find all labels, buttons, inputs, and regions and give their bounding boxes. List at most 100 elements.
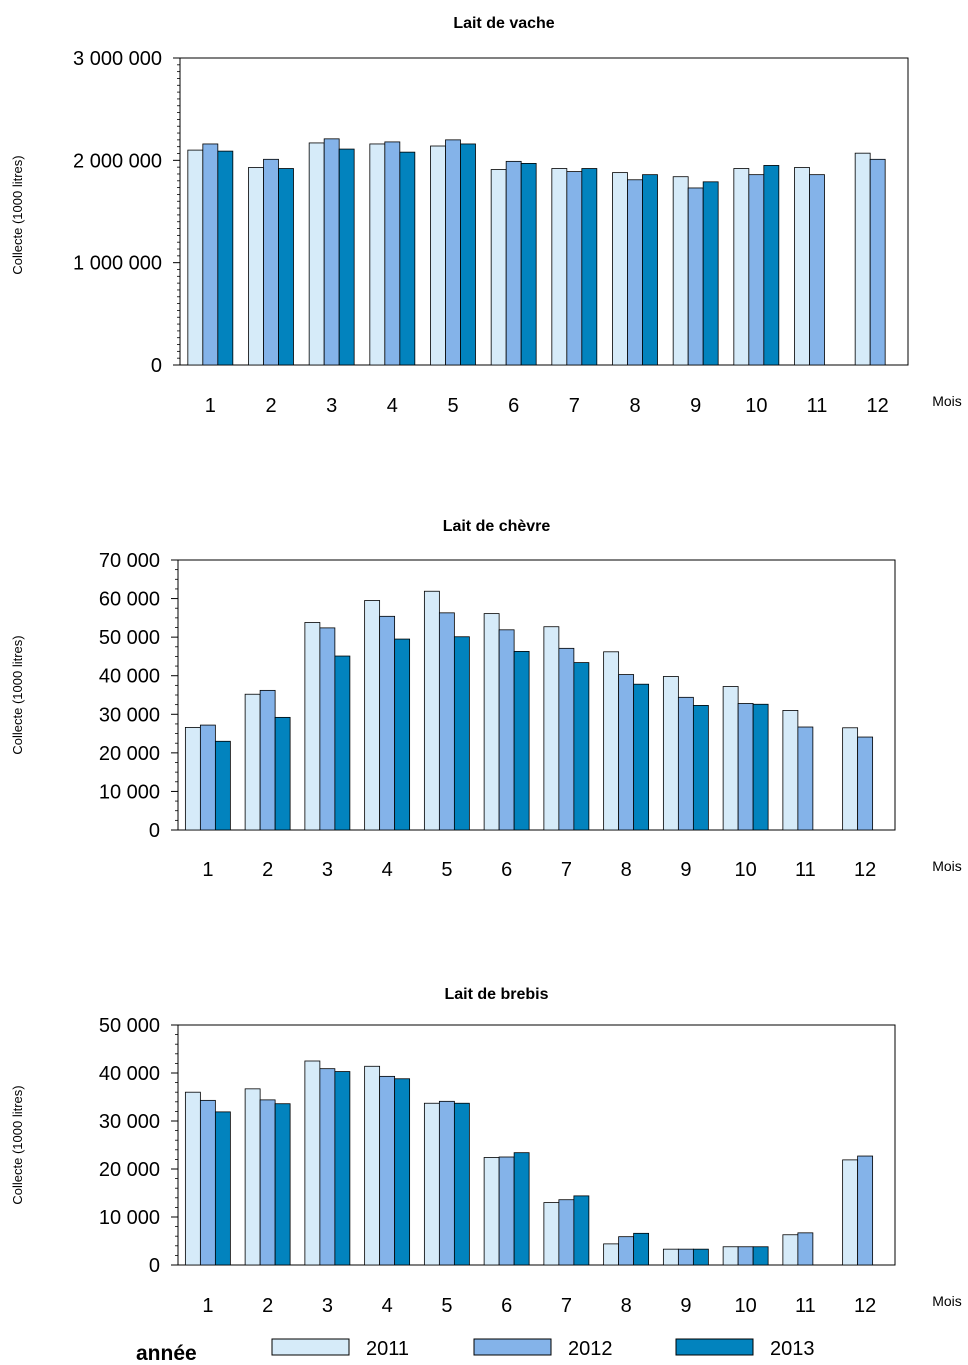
- x-tick-label: 5: [441, 1295, 452, 1317]
- bar-2013-m3: [338, 148, 355, 366]
- y-tick-label: 20 000: [99, 1159, 160, 1181]
- y-tick-label: 10 000: [99, 1207, 160, 1229]
- chart-vache: Lait de vache Collecte (1000 litres) 0 1 00…: [10, 15, 962, 417]
- plot-frame: [177, 1024, 896, 1266]
- bar-2012-m2: [259, 1099, 276, 1266]
- x-tick-label: 11: [795, 859, 816, 881]
- bar-2011-m7: [543, 626, 560, 831]
- x-tick-label: 2: [262, 859, 273, 881]
- x-tick-label: 1: [202, 1295, 213, 1317]
- y-tick-label: 70 000: [99, 550, 160, 572]
- x-tick-label: 6: [501, 1295, 512, 1317]
- y-tick-label: 40 000: [99, 666, 160, 688]
- x-tick-label: 5: [447, 395, 458, 417]
- legend-swatch-2011: [271, 1338, 350, 1356]
- bar-2013-m1: [214, 740, 231, 831]
- chart-title: Lait de chèvre: [443, 518, 551, 535]
- legend-label-2013: 2013: [770, 1338, 815, 1360]
- bar-2012-m2: [259, 689, 276, 831]
- x-tick-label: 11: [807, 395, 828, 417]
- bar-2011-m10: [733, 168, 750, 366]
- bar-2011-m6: [483, 1157, 500, 1266]
- bar-2013-m6: [513, 651, 530, 831]
- bar-2012-m9: [687, 187, 704, 366]
- bar-2013-m6: [520, 163, 537, 366]
- y-tick-label: 30 000: [99, 1111, 160, 1133]
- x-tick-label: 7: [569, 395, 580, 417]
- bar-2012-m1: [199, 1099, 216, 1266]
- bar-2012-m12: [869, 158, 886, 366]
- bar-2012-m1: [202, 143, 219, 366]
- bar-2013-m10: [752, 703, 769, 831]
- x-tick-label: 4: [382, 1295, 393, 1317]
- bar-2011-m4: [364, 600, 381, 831]
- bar-2011-m4: [364, 1065, 381, 1266]
- bar-2012-m12: [857, 736, 874, 831]
- bar-2011-m2: [248, 167, 264, 366]
- bar-2013-m1: [217, 150, 234, 366]
- x-tick-label: 2: [265, 395, 276, 417]
- bar-2013-m7: [581, 168, 598, 366]
- x-axis-label: Mois: [932, 858, 962, 874]
- plot-frame: [179, 57, 909, 366]
- y-tick-label: 20 000: [99, 743, 160, 765]
- bar-2013-m3: [334, 655, 351, 831]
- bar-2012-m6: [505, 160, 522, 366]
- bar-2011-m7: [551, 168, 568, 366]
- bar-2011-m5: [423, 590, 440, 831]
- y-tick-label: 0: [151, 355, 162, 377]
- bar-2013-m4: [394, 638, 411, 831]
- x-tick-label: 3: [322, 859, 333, 881]
- legend-swatch-2013: [675, 1338, 754, 1356]
- x-tick-label: 12: [854, 859, 876, 881]
- x-tick-label: 9: [690, 395, 701, 417]
- bar-2012-m2: [263, 158, 279, 366]
- x-tick-label: 10: [745, 395, 767, 417]
- bar-2011-m1: [184, 1091, 201, 1266]
- chart-brebis: Lait de brebis Collecte (1000 litres) 0 10 …: [10, 986, 962, 1317]
- bar-2011-m1: [187, 149, 204, 366]
- x-tick-label: 3: [326, 395, 337, 417]
- bar-2011-m12: [842, 1159, 859, 1266]
- bar-2012-m5: [438, 1100, 455, 1266]
- bar-2012-m3: [319, 627, 336, 831]
- bar-2011-m10: [722, 1246, 739, 1266]
- bar-2013-m2: [274, 716, 291, 831]
- bar-2013-m4: [394, 1078, 411, 1266]
- bar-2011-m11: [794, 167, 810, 366]
- bar-2012-m11: [797, 1232, 814, 1266]
- x-tick-label: 8: [621, 1295, 632, 1317]
- bar-2013-m8: [642, 174, 658, 366]
- x-tick-label: 1: [205, 395, 216, 417]
- bar-2011-m7: [543, 1202, 560, 1266]
- bar-2013-m9: [692, 1248, 709, 1266]
- bar-2013-m8: [633, 683, 650, 831]
- bar-2013-m5: [460, 143, 476, 366]
- bar-2011-m8: [612, 172, 628, 366]
- x-tick-label: 1: [202, 859, 213, 881]
- bar-2011-m11: [782, 1234, 799, 1266]
- bar-2012-m4: [379, 615, 396, 831]
- bar-2012-m5: [438, 612, 455, 831]
- bar-2012-m7: [558, 1199, 575, 1266]
- bar-2011-m3: [304, 622, 321, 831]
- x-tick-label: 2: [262, 1295, 273, 1317]
- x-tick-label: 12: [854, 1295, 876, 1317]
- bar-2013-m10: [752, 1246, 769, 1266]
- bar-2012-m7: [566, 171, 583, 366]
- bar-2013-m7: [573, 1195, 590, 1266]
- bar-2011-m12: [842, 727, 859, 831]
- y-tick-label: 40 000: [99, 1063, 160, 1085]
- x-tick-label: 5: [441, 859, 452, 881]
- y-axis-label: Collecte (1000 litres): [10, 635, 25, 754]
- y-tick-label: 1 000 000: [73, 253, 162, 275]
- x-tick-label: 11: [795, 1295, 816, 1317]
- x-tick-label: 10: [735, 1295, 757, 1317]
- y-tick-label: 30 000: [99, 704, 160, 726]
- bar-2011-m2: [244, 693, 261, 831]
- bar-2013-m6: [513, 1152, 530, 1266]
- bar-2012-m10: [748, 174, 765, 366]
- x-tick-label: 9: [680, 1295, 691, 1317]
- bar-2011-m8: [603, 1243, 620, 1266]
- bar-2012-m3: [319, 1068, 336, 1266]
